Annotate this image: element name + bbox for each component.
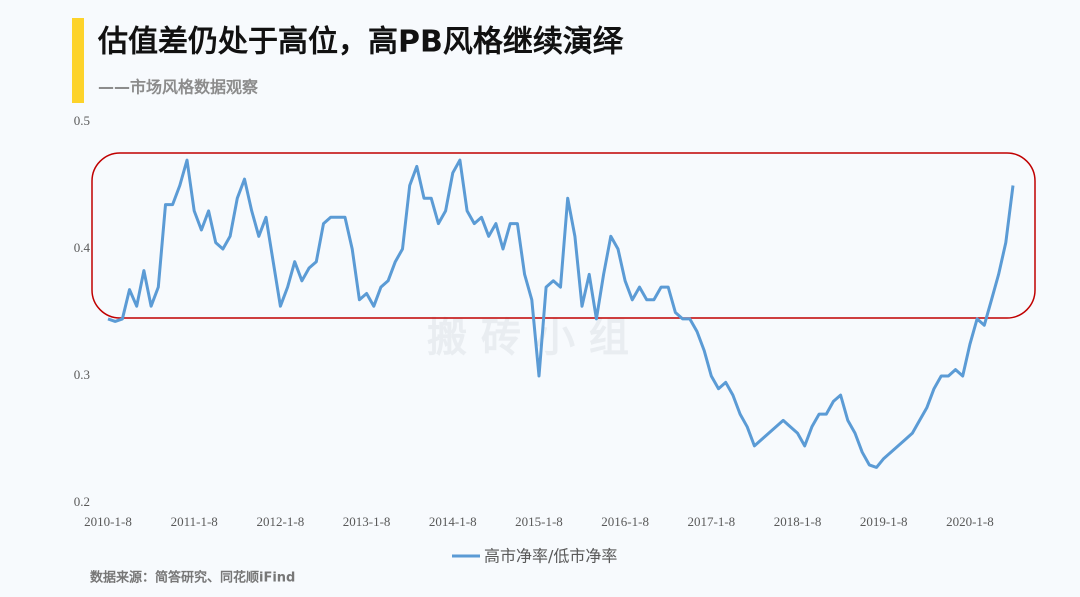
highlight-box: [91, 152, 1036, 319]
x-tick-label: 2014-1-8: [429, 514, 477, 529]
x-tick-label: 2016-1-8: [601, 514, 649, 529]
x-tick-label: 2020-1-8: [946, 514, 994, 529]
x-tick-label: 2012-1-8: [257, 514, 305, 529]
data-line: [107, 158, 1015, 469]
subtitle: ——市场风格数据观察: [98, 78, 259, 97]
y-tick-label: 0.3: [74, 367, 90, 382]
source-note: 数据来源：简答研究、同花顺iFind: [90, 570, 295, 586]
y-tick-label: 0.2: [74, 494, 90, 509]
y-tick-label: 0.5: [74, 113, 90, 128]
accent-bar: [72, 18, 84, 103]
legend-label: 高市净率/低市净率: [484, 547, 617, 566]
title: 估值差仍处于高位，高PB风格继续演绎: [97, 25, 624, 60]
x-tick-label: 2015-1-8: [515, 514, 563, 529]
x-tick-label: 2013-1-8: [343, 514, 391, 529]
x-tick-label: 2019-1-8: [860, 514, 908, 529]
x-tick-label: 2010-1-8: [84, 514, 132, 529]
x-tick-label: 2011-1-8: [171, 514, 218, 529]
x-tick-label: 2017-1-8: [687, 514, 735, 529]
x-tick-label: 2018-1-8: [774, 514, 822, 529]
y-tick-label: 0.4: [74, 240, 91, 255]
watermark: 搬 砖 小 组: [427, 315, 629, 361]
